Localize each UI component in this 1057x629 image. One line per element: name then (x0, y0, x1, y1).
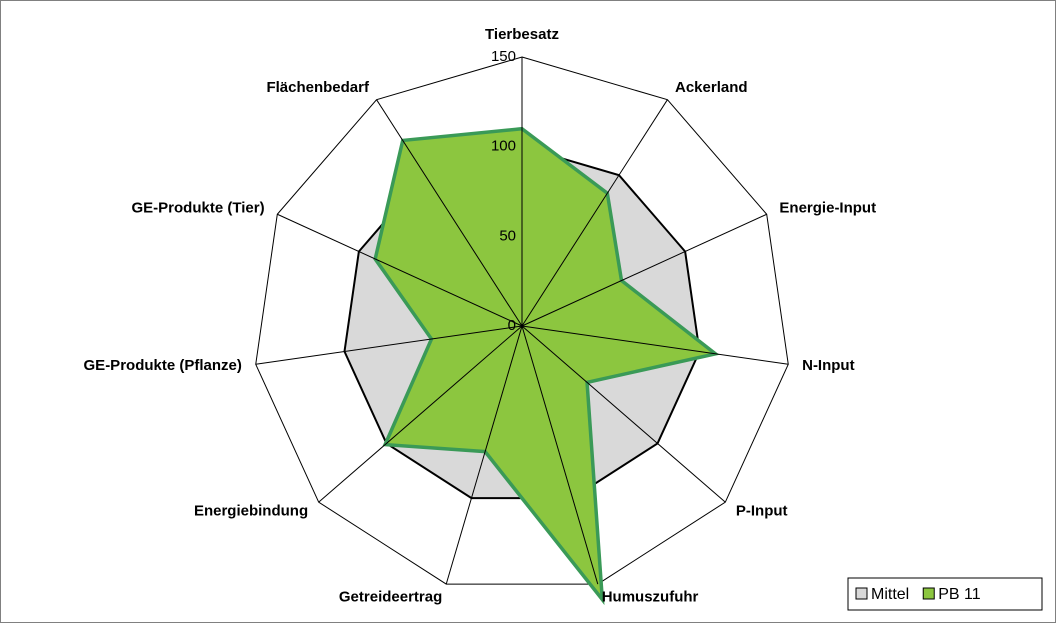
category-label: P-Input (736, 502, 788, 519)
legend-swatch (855, 587, 868, 600)
series-area (373, 126, 720, 606)
r-tick-label: 150 (491, 48, 516, 65)
category-label: GE-Produkte (Pflanze) (84, 357, 242, 374)
category-label: Energie-Input (779, 199, 876, 216)
category-label: Getreideertrag (339, 589, 442, 606)
r-tick-label: 0 (508, 317, 516, 334)
r-tick-label: 100 (491, 138, 516, 155)
category-label: Flächenbedarf (266, 79, 370, 96)
category-label: GE-Produkte (Tier) (131, 199, 264, 216)
axis-spoke (318, 325, 523, 503)
axis-spoke (445, 325, 523, 585)
legend-box (847, 577, 1043, 611)
axis-spoke (521, 99, 668, 327)
axis-spoke (255, 325, 523, 365)
axis-spoke (521, 325, 789, 365)
category-label: Humuszufuhr (602, 589, 699, 606)
legend-label: PB 11 (938, 586, 981, 603)
r-tick-label: 50 (499, 227, 516, 244)
axis-spoke (521, 325, 599, 585)
category-label: N-Input (802, 357, 854, 374)
axis-spoke (376, 99, 523, 327)
category-label: Energiebindung (194, 502, 308, 519)
category-label: Tierbesatz (485, 26, 559, 43)
axis-spoke (521, 213, 767, 327)
axis-spoke (277, 213, 523, 327)
legend-swatch (922, 587, 935, 600)
axis-spoke (521, 325, 726, 503)
legend-label: Mittel (871, 586, 909, 603)
category-label: Ackerland (675, 79, 748, 96)
